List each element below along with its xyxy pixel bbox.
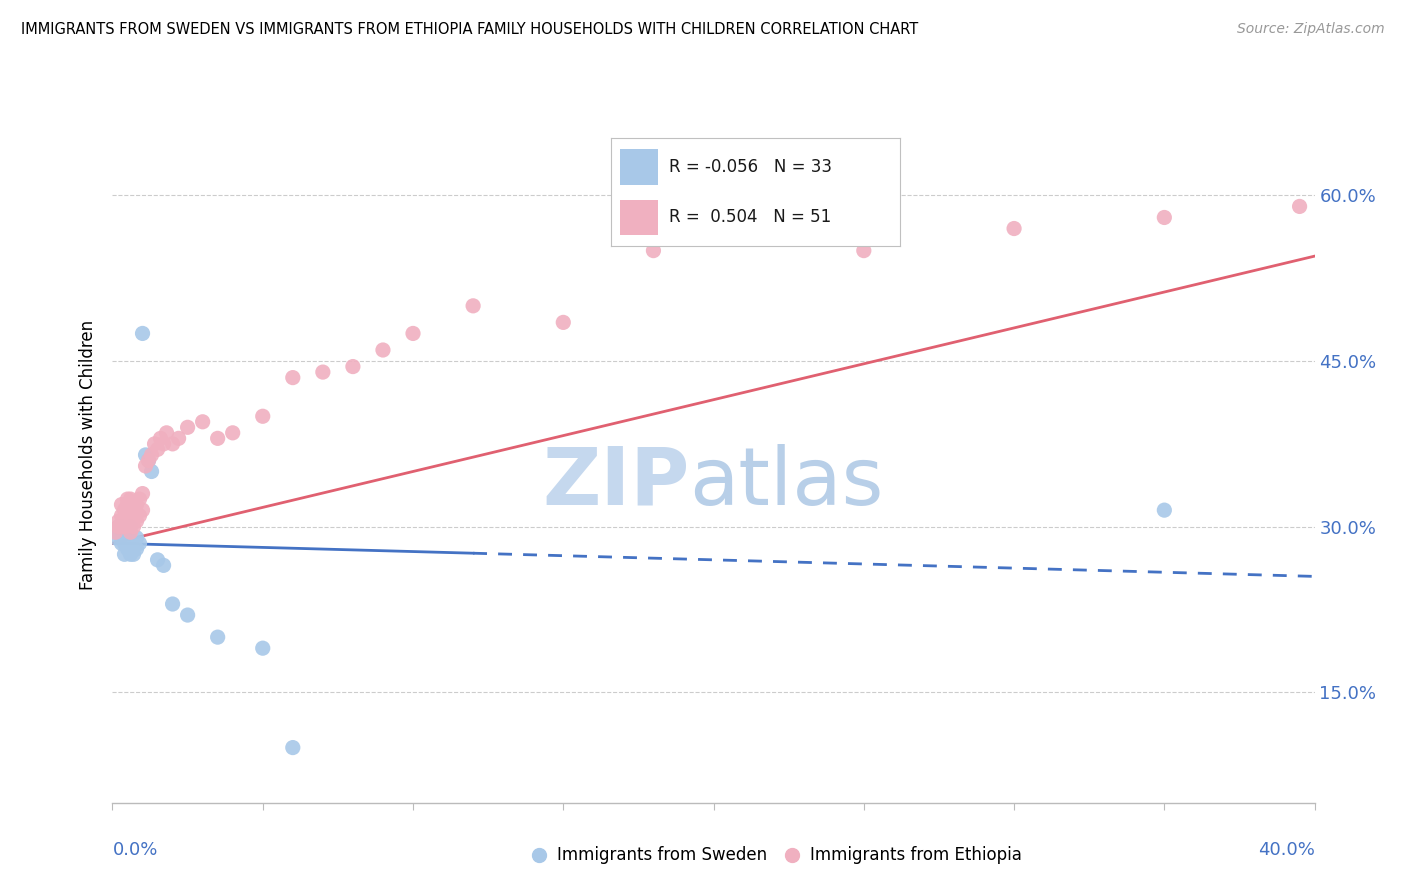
Point [461,299,484,313]
Text: Source: ZipAtlas.com: Source: ZipAtlas.com [1237,22,1385,37]
Point [312,365,335,379]
Point [1002,221,1025,235]
Point [402,326,425,341]
Point [122,503,145,517]
Point [162,597,184,611]
Point [122,547,145,561]
Text: 0.0%: 0.0% [112,841,157,859]
Point [120,519,142,533]
Point [104,531,127,545]
Point [107,514,129,528]
Point [146,442,169,457]
Point [128,492,150,507]
Point [122,536,145,550]
Point [733,227,755,241]
Point [131,486,153,500]
Point [207,630,229,644]
Point [138,453,160,467]
Point [128,536,150,550]
Point [122,519,145,533]
Point [281,370,304,384]
Point [141,448,163,462]
Point [114,503,136,517]
Text: 40.0%: 40.0% [1258,841,1315,859]
Point [110,531,132,545]
Point [643,244,665,258]
Point [852,244,875,258]
Point [131,503,153,517]
Point [1153,211,1175,225]
Point [176,420,198,434]
Point [131,326,153,341]
Point [143,437,166,451]
Point [162,437,184,451]
Text: atlas: atlas [689,443,884,522]
Point [110,498,132,512]
Point [117,492,139,507]
Text: Immigrants from Sweden: Immigrants from Sweden [557,846,768,864]
Point [117,514,139,528]
Text: ZIP: ZIP [543,443,689,522]
Point [114,519,136,533]
Point [155,425,177,440]
Point [1288,199,1310,213]
Point [104,525,127,540]
Point [110,508,132,523]
Point [120,508,142,523]
Point [120,492,142,507]
Point [135,458,157,473]
Point [110,536,132,550]
Point [167,431,190,445]
Point [117,498,139,512]
Point [371,343,394,357]
Point [135,448,157,462]
Point [117,541,139,556]
Y-axis label: Family Households with Children: Family Households with Children [79,320,97,590]
Point [252,641,274,656]
Point [146,553,169,567]
Point [107,519,129,533]
Point [128,508,150,523]
Point [1153,503,1175,517]
Point [125,514,148,528]
Point [120,525,142,540]
Point [281,740,304,755]
Point [114,547,136,561]
Point [222,425,245,440]
Point [342,359,364,374]
Point [152,558,174,573]
Text: Immigrants from Ethiopia: Immigrants from Ethiopia [810,846,1022,864]
Point [114,525,136,540]
Point [207,431,229,445]
Point [120,536,142,550]
Point [125,498,148,512]
Point [191,415,214,429]
Point [176,608,198,623]
Point [114,536,136,550]
Point [107,519,129,533]
Point [107,525,129,540]
Point [141,465,163,479]
Point [138,453,160,467]
Point [125,541,148,556]
Point [152,437,174,451]
Point [110,519,132,533]
Point [553,315,575,329]
Point [125,531,148,545]
Point [149,431,172,445]
Point [117,531,139,545]
Point [120,547,142,561]
Text: IMMIGRANTS FROM SWEDEN VS IMMIGRANTS FROM ETHIOPIA FAMILY HOUSEHOLDS WITH CHILDR: IMMIGRANTS FROM SWEDEN VS IMMIGRANTS FRO… [21,22,918,37]
Point [252,409,274,424]
Point [117,525,139,540]
